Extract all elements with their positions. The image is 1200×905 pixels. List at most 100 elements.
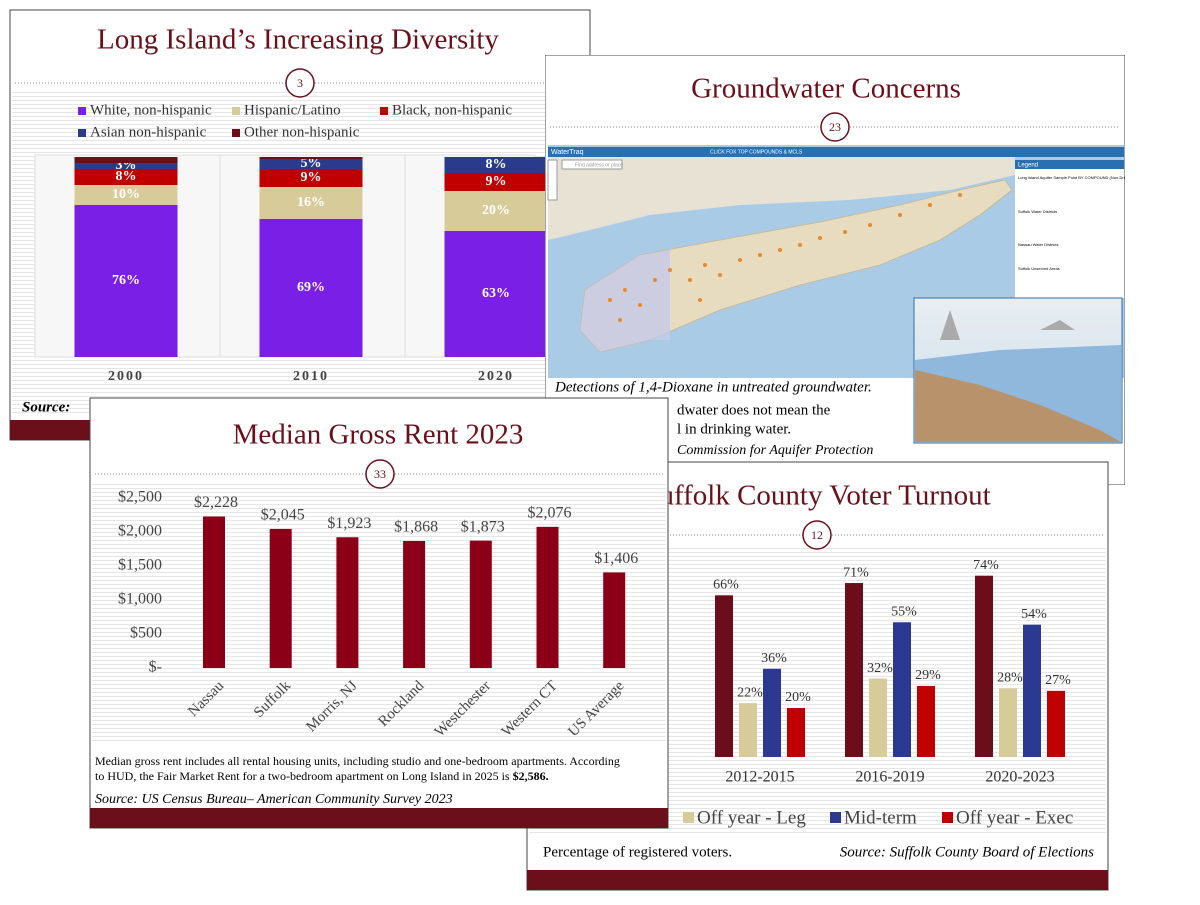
search-placeholder: Find address or place (575, 162, 623, 168)
bar (739, 703, 757, 757)
toolbar-text: CLICK FOX TOP COMPOUNDS & MCLS (710, 149, 803, 155)
data-label: 20% (785, 690, 811, 705)
legend-swatch (830, 812, 841, 823)
bar (1023, 624, 1041, 757)
slide-title: Groundwater Concerns (691, 73, 961, 105)
bar-segment (259, 159, 363, 169)
bar-segment (444, 173, 548, 191)
slide-number-badge (285, 68, 315, 98)
bar-segment (74, 185, 178, 205)
footer-band (527, 870, 1108, 890)
data-label: $2,076 (528, 505, 572, 522)
data-label: 29% (915, 668, 941, 683)
y-tick-label: $2,000 (118, 523, 162, 540)
legend-swatch (232, 129, 240, 137)
diversity-slide: 3 Long Island’s Increasing Diversity Sou… (9, 9, 591, 441)
data-label: 69% (297, 280, 325, 295)
data-label: $1,873 (461, 518, 505, 535)
groundwater-slide: Groundwater Concerns 23 WaterTraq CLICK … (545, 55, 1125, 485)
bar (336, 537, 359, 668)
bar-segment (444, 157, 548, 173)
data-label: 63% (482, 286, 510, 301)
bar (999, 688, 1017, 757)
bar-segment (259, 219, 363, 357)
caption: dwater does not mean the (677, 402, 831, 418)
slide-number-badge (820, 112, 850, 142)
legend-label: White, non-hispanic (90, 102, 212, 118)
slide-title: Suffolk County Voter Turnout (643, 480, 990, 512)
bar (1047, 690, 1065, 757)
bar (536, 526, 559, 668)
rent-slide: Median Gross Rent 2023 33 Median gross r… (89, 397, 669, 829)
data-label: 71% (843, 565, 869, 580)
legend-label: Black, non-hispanic (392, 102, 512, 118)
data-label: 55% (891, 604, 917, 619)
bar-segment (259, 169, 363, 187)
data-label: 10% (112, 187, 140, 202)
data-label: 8% (116, 169, 137, 184)
data-label: 9% (486, 174, 507, 189)
note: to HUD, the Fair Market Rent for a two-b… (95, 769, 549, 783)
bar (269, 528, 292, 668)
clay-layer (915, 370, 1121, 442)
y-tick-label: $500 (130, 625, 162, 642)
legend-panel (1015, 160, 1124, 298)
bar-segment (74, 163, 178, 169)
bar (715, 595, 733, 757)
legend-label: Other non-hispanic (244, 124, 360, 140)
note-emphasis: $2,586. (513, 769, 549, 783)
bar (787, 708, 805, 757)
bar-segment (74, 205, 178, 357)
x-tick-label: 2012-2015 (725, 769, 794, 786)
data-label: 8% (486, 157, 507, 172)
legend-item: Suffolk Unserved Areas (1018, 266, 1060, 271)
x-tick-label: 2010 (293, 369, 329, 384)
zoom-controls[interactable] (547, 159, 558, 201)
bar (869, 678, 887, 757)
data-label: 22% (737, 685, 763, 700)
data-label: $1,868 (394, 519, 438, 536)
data-label: 32% (867, 661, 893, 676)
legend-label: Asian non-hispanic (90, 124, 207, 140)
legend-swatch (78, 129, 86, 137)
app-name: WaterTraq (551, 149, 584, 156)
legend-swatch (942, 812, 953, 823)
data-label: 76% (112, 273, 140, 288)
caption: Detections of 1,4-Dioxane in untreated g… (554, 379, 872, 395)
data-label: 36% (761, 651, 787, 666)
note: Median gross rent includes all rental ho… (95, 754, 620, 768)
bar-segment (74, 157, 178, 163)
bar-segment (444, 231, 548, 357)
footer-band (90, 808, 668, 828)
caption: l in drinking water. (677, 421, 791, 437)
sample-points (608, 193, 962, 322)
legend-header (1015, 160, 1124, 169)
x-tick-label: 2020-2023 (985, 769, 1054, 786)
bar (469, 540, 492, 668)
legend-label: Hispanic/Latino (244, 102, 341, 118)
data-label: 5% (301, 156, 322, 171)
legend-swatch (683, 812, 694, 823)
slide-title: Long Island’s Increasing Diversity (97, 24, 499, 56)
toolbar (548, 147, 1124, 157)
data-label: 27% (1045, 673, 1071, 688)
bar (763, 668, 781, 757)
data-label: 16% (297, 195, 325, 210)
slide-number: 33 (374, 467, 386, 481)
slide-number-badge (802, 520, 832, 550)
data-label: 66% (713, 578, 739, 593)
mainland (548, 157, 1015, 240)
bar (603, 572, 626, 668)
x-tick-label: 2016-2019 (855, 769, 924, 786)
source: Source: US Census Bureau– American Commu… (95, 792, 453, 807)
bar (403, 540, 426, 668)
search-box[interactable] (561, 159, 623, 170)
slide-number-badge (365, 459, 395, 489)
legend-label: Off year - Exec (956, 807, 1073, 828)
slide-background (92, 482, 666, 744)
x-tick-label: 2000 (108, 369, 144, 384)
bar (845, 583, 863, 757)
slide-number: 3 (297, 76, 303, 90)
